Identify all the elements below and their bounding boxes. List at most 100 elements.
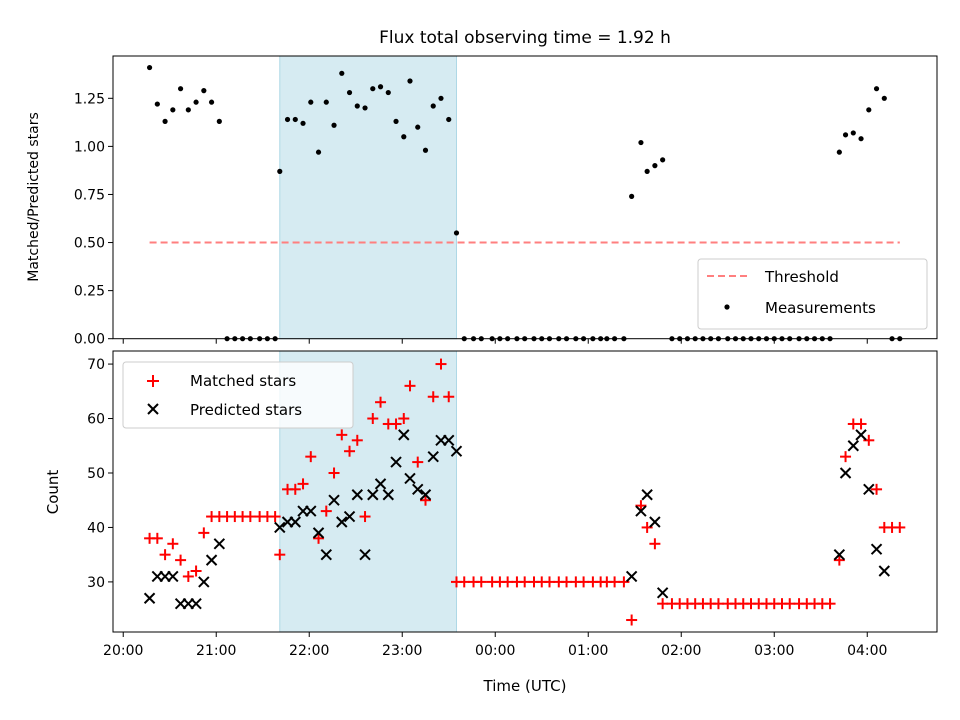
bottom-xtick-label: 04:00 (847, 643, 887, 659)
predicted-stars-point (878, 565, 891, 577)
measurement-point (277, 168, 283, 174)
legend-predicted-swatch (147, 403, 159, 415)
predicted-stars-point (367, 489, 379, 501)
measurement-point (401, 134, 407, 140)
measurement-point (415, 124, 421, 130)
bottom-legend-frame (122, 361, 354, 429)
predicted-stars-point (374, 478, 387, 490)
bottom-ytick-label: 60 (87, 412, 105, 428)
measurement-point (836, 149, 842, 155)
matched-stars-point (289, 483, 301, 495)
matched-stars-point (367, 413, 379, 425)
matched-stars-point (198, 527, 210, 539)
predicted-stars-point (863, 483, 875, 496)
bottom-xtick-label: 20:00 (103, 643, 143, 659)
predicted-stars-point (833, 548, 846, 561)
matched-stars-point (398, 413, 410, 425)
measurement-point (652, 163, 658, 169)
measurement-point (216, 118, 222, 124)
matched-stars-point (328, 467, 340, 479)
predicted-stars-point (336, 516, 348, 528)
bottom-y-axis-label: Count (44, 470, 62, 515)
predicted-stars-point (625, 570, 638, 583)
predicted-stars-point (649, 516, 661, 528)
predicted-stars-point (213, 538, 226, 550)
matched-stars-point (840, 451, 852, 463)
legend-predicted-label: Predicted stars (190, 401, 302, 419)
matched-stars-point (159, 549, 171, 561)
predicted-stars-point (641, 489, 653, 501)
matched-stars-point (419, 494, 431, 506)
measurement-point (873, 86, 880, 92)
matched-stars-point (190, 565, 202, 577)
top-panel: 0.00 0.25 0.50 0.75 1.00 1.25 Flux total obse… (26, 28, 938, 348)
predicted-stars-point (289, 516, 301, 528)
measurement-point (377, 84, 384, 90)
measurement-point (308, 99, 314, 105)
matched-stars-point (894, 521, 906, 533)
matched-stars-point (175, 554, 187, 566)
bottom-xtick-label: 03:00 (754, 643, 794, 659)
predicted-stars-point (351, 489, 363, 501)
measurement-point (354, 103, 360, 109)
predicted-stars-point (443, 434, 455, 447)
matched-stars-point (297, 478, 309, 490)
matched-stars-point (519, 576, 531, 588)
matched-stars-point (855, 418, 867, 430)
matched-stars-point (305, 451, 317, 463)
matched-stars-point (578, 576, 590, 588)
measurement-point (185, 107, 191, 113)
measurement-point (453, 230, 460, 236)
matched-stars-point (375, 396, 387, 408)
matched-stars-point (244, 511, 256, 523)
predicted-stars-point (359, 548, 371, 561)
predicted-stars-point (635, 505, 647, 517)
matched-stars-point (502, 576, 514, 588)
legend-measurements-label: Measurements (765, 299, 876, 317)
matched-stars-point (167, 538, 179, 550)
matched-stars-point (833, 554, 845, 566)
measurement-point (644, 168, 650, 174)
matched-stars-point (784, 598, 796, 610)
measurement-point (208, 99, 215, 105)
matched-stars-point (435, 358, 447, 370)
measurement-point (292, 116, 298, 123)
bottom-panel: 30 40 50 60 70 20:00 21:00 22:00 23:00 00:00 01:0… (44, 350, 938, 695)
measurement-point (146, 64, 153, 71)
bottom-legend: Matched stars Predicted stars (122, 361, 354, 429)
matched-stars-point (475, 576, 487, 588)
matched-stars-point (390, 418, 402, 430)
bottom-xtick-label: 22:00 (289, 643, 329, 659)
matched-stars-point (151, 532, 163, 544)
measurement-point (170, 107, 176, 113)
chart-title: Flux total observing time = 1.92 h (379, 28, 671, 48)
predicted-stars-point (143, 592, 156, 604)
predicted-stars-point (198, 576, 210, 588)
measurement-point (284, 116, 291, 123)
matched-stars-point (543, 576, 555, 588)
matched-stars-point (404, 380, 416, 392)
top-ytick-label: 0.75 (74, 187, 105, 203)
predicted-stars-point (167, 570, 179, 583)
bottom-x-axis-label: Time (UTC) (483, 677, 567, 695)
matched-stars-point (320, 505, 332, 517)
top-ytick-label: 0.25 (74, 284, 105, 300)
top-legend: Threshold Measurements (697, 258, 928, 330)
top-shaded-span (279, 55, 457, 340)
predicted-stars-point (839, 467, 852, 479)
matched-stars-point (427, 391, 439, 403)
measurement-point (407, 78, 413, 84)
measurement-point (315, 149, 322, 155)
predicted-stars-point (404, 472, 416, 485)
predicted-stars-point (870, 543, 883, 555)
bottom-ytick-label: 30 (87, 575, 105, 591)
legend-threshold-label: Threshold (764, 268, 839, 286)
legend-matched-label: Matched stars (190, 372, 296, 390)
predicted-stars-point (312, 527, 325, 539)
measurement-point (331, 122, 337, 128)
matched-stars-point (313, 532, 325, 544)
matched-stars-point (182, 570, 194, 582)
matched-stars-point (871, 483, 883, 495)
matched-stars-point (269, 511, 281, 523)
